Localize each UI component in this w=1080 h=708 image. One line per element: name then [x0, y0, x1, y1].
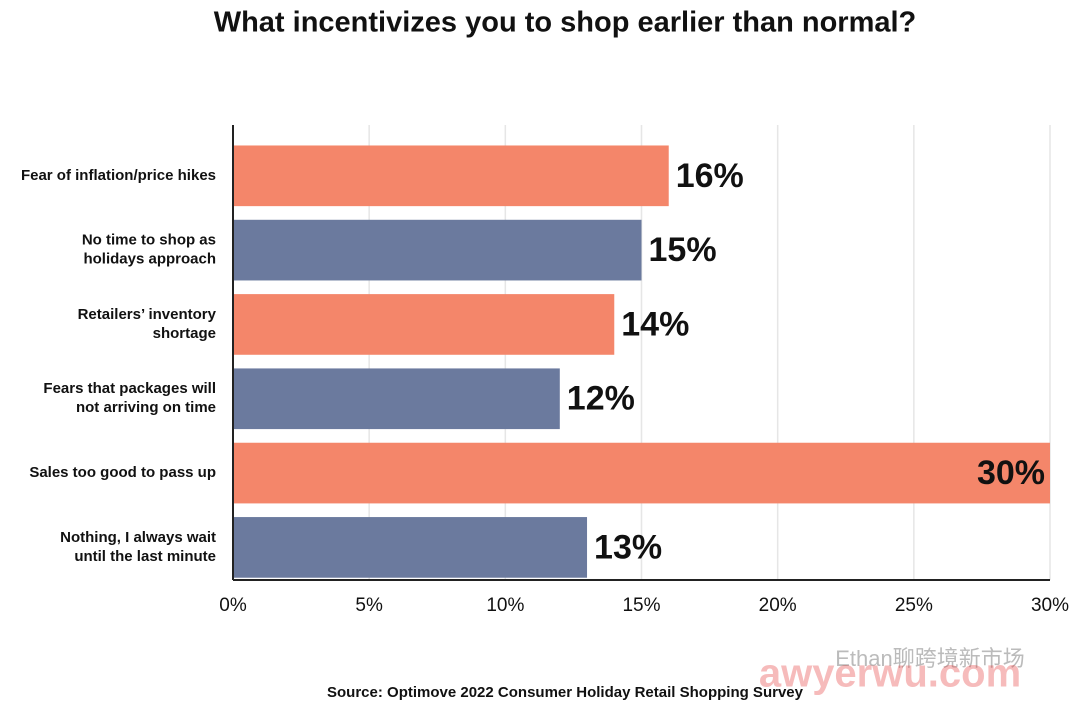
x-tick-label: 0%	[219, 595, 247, 616]
chart-title: What incentivizes you to shop earlier th…	[214, 7, 917, 39]
bar	[233, 442, 1050, 504]
y-tick-label: Fears that packages will	[43, 380, 216, 397]
x-tick-label: 15%	[622, 595, 660, 616]
y-tick-label: Retailers’ inventory	[78, 306, 217, 323]
y-tick-label: Fear of inflation/price hikes	[21, 167, 216, 184]
bar	[233, 517, 588, 578]
y-tick-label: holidays approach	[83, 251, 216, 268]
bar	[233, 219, 642, 281]
value-label: 14%	[621, 305, 689, 343]
x-tick-label: 20%	[759, 595, 797, 616]
bar	[233, 368, 560, 430]
watermark: Ethan聊跨境新市场	[835, 646, 1025, 671]
y-tick-label: Nothing, I always wait	[60, 529, 216, 546]
y-tick-label: No time to shop as	[82, 232, 216, 249]
x-tick-label: 25%	[895, 595, 933, 616]
value-label: 15%	[649, 231, 717, 269]
bar	[233, 145, 669, 207]
value-label: 12%	[567, 380, 635, 418]
value-label: 30%	[977, 454, 1045, 492]
y-tick-label: Sales too good to pass up	[29, 464, 216, 481]
value-label: 13%	[594, 528, 662, 566]
watermark: awyerwu.com	[759, 652, 1021, 696]
value-label: 16%	[676, 157, 744, 195]
x-tick-label: 30%	[1031, 595, 1069, 616]
y-tick-label: not arriving on time	[76, 399, 216, 416]
x-tick-label: 5%	[355, 595, 383, 616]
y-tick-label: until the last minute	[74, 548, 216, 565]
y-tick-label: shortage	[153, 325, 216, 342]
bar	[233, 294, 615, 355]
x-tick-label: 10%	[486, 595, 524, 616]
source: Source: Optimove 2022 Consumer Holiday R…	[327, 684, 804, 701]
